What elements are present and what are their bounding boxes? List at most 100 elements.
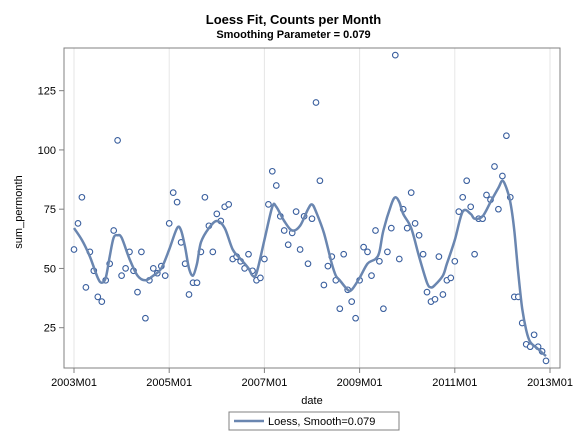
data-point (78, 193, 86, 201)
x-tick-label: 2005M01 (146, 377, 192, 389)
data-point (336, 305, 344, 313)
data-point (142, 314, 149, 322)
x-axis-label: date (301, 395, 322, 407)
data-point (483, 191, 490, 199)
plot-frame (63, 47, 561, 369)
data-point (451, 257, 459, 265)
data-point (348, 298, 356, 305)
data-point (261, 255, 268, 263)
data-point (360, 243, 367, 251)
chart-subtitle: Smoothing Parameter = 0.079 (216, 29, 370, 41)
data-point (134, 288, 141, 296)
data-point (257, 274, 264, 282)
x-tick-label: 2007M01 (241, 377, 287, 389)
data-point (272, 182, 280, 189)
data-point (467, 203, 475, 211)
data-point (98, 298, 106, 305)
data-point (324, 262, 332, 270)
data-point (122, 265, 129, 272)
x-tick-label: 2013M01 (527, 377, 573, 389)
data-point (503, 132, 510, 140)
data-point (114, 137, 121, 144)
data-point (245, 250, 252, 258)
data-point (138, 248, 145, 256)
data-point (352, 314, 359, 322)
data-point (423, 288, 431, 296)
data-point (542, 357, 550, 365)
data-point (368, 272, 375, 279)
data-point (165, 220, 173, 227)
data-point (463, 177, 471, 185)
data-point (118, 272, 125, 279)
y-tick-label: 75 (44, 204, 56, 216)
data-point (110, 227, 118, 234)
data-point (340, 250, 348, 258)
data-point (225, 201, 233, 208)
data-point (387, 224, 395, 232)
data-point (284, 241, 292, 249)
data-point (74, 220, 82, 227)
data-point (439, 291, 447, 298)
data-point (268, 167, 276, 175)
x-tick-label: 2003M01 (51, 377, 97, 389)
data-point (193, 279, 201, 287)
chart-title: Loess Fit, Counts per Month (206, 12, 382, 27)
data-point (495, 205, 502, 213)
data-point (411, 220, 419, 227)
data-point (201, 193, 209, 201)
data-point (447, 274, 455, 282)
loess-fit-line (72, 179, 547, 358)
legend: Loess, Smooth=0.079 (228, 411, 400, 431)
data-point (435, 253, 443, 260)
y-tick-label: 50 (44, 263, 56, 275)
data-point (391, 51, 399, 59)
data-point (304, 260, 312, 268)
data-point (82, 284, 90, 291)
x-tick-label: 2011M01 (432, 377, 477, 389)
data-point (316, 177, 324, 185)
data-point (149, 265, 157, 272)
data-point (364, 248, 371, 256)
y-axis-label: sum_permonth (13, 175, 25, 248)
data-point (407, 189, 415, 196)
data-point (380, 305, 387, 313)
data-point (499, 172, 506, 180)
data-point (491, 163, 498, 170)
data-point (265, 201, 272, 208)
data-point (280, 227, 288, 234)
legend-label: Loess, Smooth=0.079 (268, 416, 375, 428)
legend-box (228, 411, 400, 431)
y-tick-label: 125 (38, 86, 56, 98)
data-point (161, 272, 169, 279)
data-point (185, 291, 193, 298)
data-point (431, 295, 439, 303)
data-point (292, 208, 300, 215)
data-point (459, 193, 467, 201)
data-point (471, 250, 478, 258)
data-point (94, 293, 102, 301)
y-tick-label: 100 (38, 145, 56, 157)
data-point (384, 248, 391, 256)
data-points (70, 51, 550, 365)
x-axis: 2003M01 2005M01 2007M01 2009M01 2011M01 2013M… (51, 368, 573, 389)
data-point (415, 231, 423, 239)
data-point (376, 257, 383, 265)
data-point (419, 250, 427, 258)
data-point (320, 281, 328, 289)
data-point (173, 198, 181, 206)
data-point (169, 189, 177, 196)
data-point (308, 215, 316, 223)
x-tick-label: 2009M01 (337, 377, 383, 389)
data-point (372, 227, 379, 234)
grid-lines (73, 48, 551, 368)
data-point (395, 255, 403, 263)
data-point (296, 246, 304, 253)
data-point (70, 246, 78, 253)
y-tick-label: 25 (44, 323, 56, 335)
data-point (530, 331, 538, 339)
data-point (312, 99, 320, 106)
data-point (209, 248, 217, 256)
data-point (213, 210, 221, 218)
y-axis: 25 50 75 100 125 (38, 86, 64, 335)
